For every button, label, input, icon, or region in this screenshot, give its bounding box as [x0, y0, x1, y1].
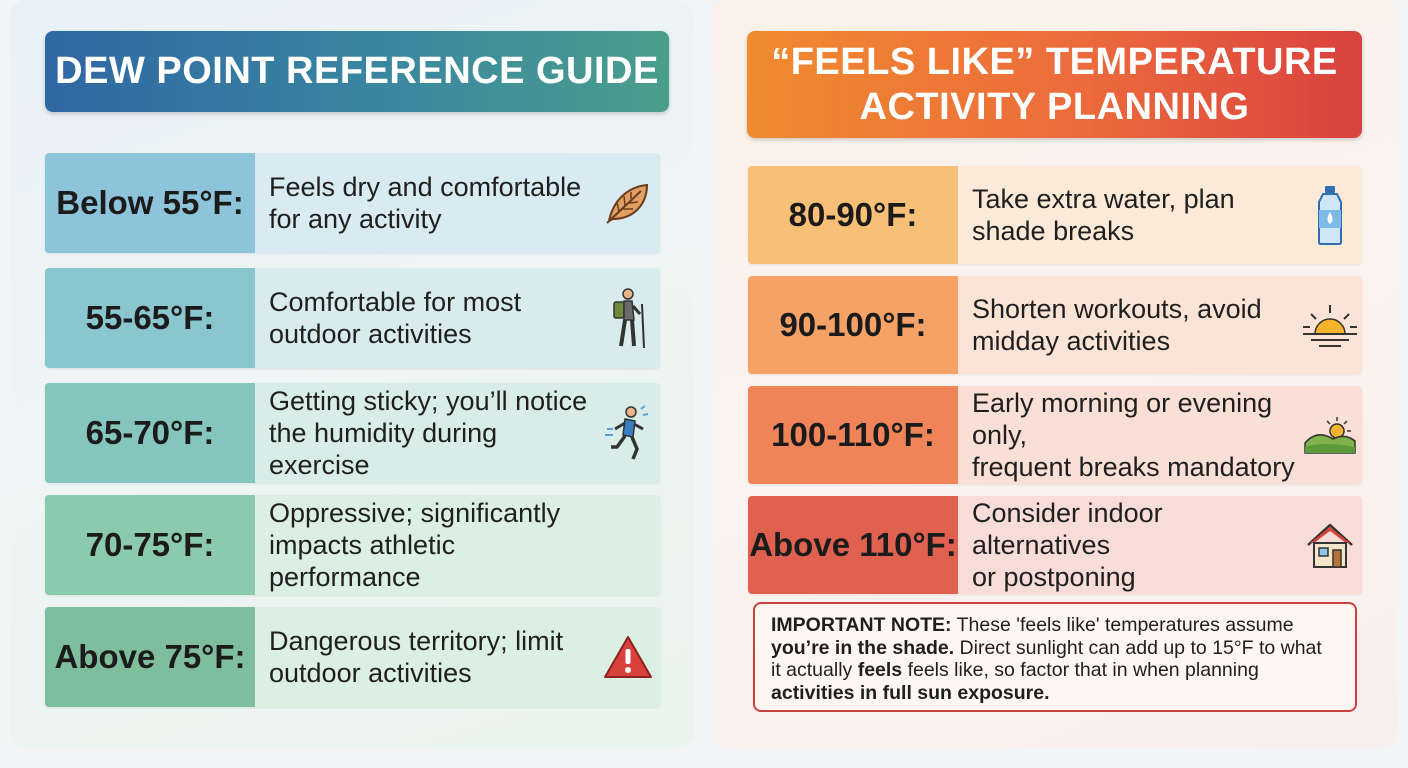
row-label: Above 110°F: [748, 496, 958, 594]
dew-row-below-55: Below 55°F: Feels dry and comfortable for… [45, 153, 660, 253]
row-label: Below 55°F: [45, 153, 255, 253]
dew-point-panel: DEW POINT REFERENCE GUIDE Below 55°F: Fe… [10, 0, 694, 748]
row-desc-line1: Shorten workouts, avoid [972, 294, 1262, 324]
feels-row-above-110: Above 110°F: Consider indoor alternative… [748, 496, 1362, 594]
title-line2: ACTIVITY PLANNING [859, 85, 1250, 128]
dew-row-70-75: 70-75°F: Oppressive; significantly impact… [45, 495, 660, 595]
row-desc-line2: outdoor activities [269, 319, 472, 349]
row-desc-line2: frequent breaks mandatory [972, 452, 1295, 482]
row-desc-line1: Early morning or evening only, [972, 388, 1273, 450]
row-desc-line2: midday activities [972, 326, 1171, 356]
feels-row-90-100: 90-100°F: Shorten workouts, avoid midday … [748, 276, 1362, 374]
runner-icon [596, 383, 660, 483]
important-note: IMPORTANT NOTE: These 'feels like' tempe… [753, 602, 1357, 712]
row-description: Feels dry and comfortable for any activit… [255, 153, 596, 253]
row-desc-line1: Comfortable for most [269, 287, 522, 317]
row-desc-line2: shade breaks [972, 216, 1135, 246]
row-label: Above 75°F: [45, 607, 255, 707]
row-label: 80-90°F: [748, 166, 958, 264]
row-label: 100-110°F: [748, 386, 958, 484]
row-description: Getting sticky; you’ll notice the humidit… [255, 383, 596, 483]
row-label: 90-100°F: [748, 276, 958, 374]
row-label: 65-70°F: [45, 383, 255, 483]
title-line1: “FEELS LIKE” TEMPERATURE [771, 40, 1338, 83]
feels-row-80-90: 80-90°F: Take extra water, plan shade bre… [748, 166, 1362, 264]
row-description: Early morning or evening only, frequent b… [958, 386, 1298, 484]
row-desc-line2: or postponing [972, 562, 1136, 592]
hiker-icon [596, 268, 660, 368]
row-description: Shorten workouts, avoid midday activities [958, 276, 1298, 374]
warning-icon [596, 607, 660, 707]
row-desc-line2: outdoor activities [269, 658, 472, 688]
feels-row-100-110: 100-110°F: Early morning or evening only… [748, 386, 1362, 484]
row-desc-line1: Getting sticky; you’ll notice [269, 386, 588, 416]
row-desc-line2: for any activity [269, 204, 442, 234]
feels-like-panel: “FEELS LIKE” TEMPERATURE ACTIVITY PLANNI… [713, 0, 1397, 748]
row-desc-line2: the humidity during exercise [269, 418, 498, 480]
row-description: Consider indoor alternatives or postponin… [958, 496, 1298, 594]
feels-like-title: “FEELS LIKE” TEMPERATURE ACTIVITY PLANNI… [747, 31, 1362, 138]
dew-point-title: DEW POINT REFERENCE GUIDE [45, 31, 669, 112]
row-desc-line1: Oppressive; significantly [269, 498, 561, 528]
leaf-icon [596, 153, 660, 253]
water-bottle-icon [1298, 166, 1362, 264]
row-description: Comfortable for most outdoor activities [255, 268, 596, 368]
row-desc-line1: Take extra water, plan [972, 184, 1235, 214]
row-label: 70-75°F: [45, 495, 255, 595]
row-desc-line1: Feels dry and comfortable [269, 172, 582, 202]
row-label: 55-65°F: [45, 268, 255, 368]
row-description: Oppressive; significantly impacts athleti… [255, 495, 596, 595]
house-icon [1298, 496, 1362, 594]
dew-row-65-70: 65-70°F: Getting sticky; you’ll notice th… [45, 383, 660, 483]
row-description: Dangerous territory; limit outdoor activi… [255, 607, 596, 707]
row-desc-line2: impacts athletic performance [269, 530, 456, 592]
sunrise-hill-icon [1298, 386, 1362, 484]
row-description: Take extra water, plan shade breaks [958, 166, 1298, 264]
row-desc-line1: Consider indoor alternatives [972, 498, 1163, 560]
note-heading: IMPORTANT NOTE: [771, 614, 952, 636]
dew-row-above-75: Above 75°F: Dangerous territory; limit ou… [45, 607, 660, 707]
dew-row-55-65: 55-65°F: Comfortable for most outdoor act… [45, 268, 660, 368]
sunset-icon [1298, 276, 1362, 374]
row-desc-line1: Dangerous territory; limit [269, 626, 564, 656]
